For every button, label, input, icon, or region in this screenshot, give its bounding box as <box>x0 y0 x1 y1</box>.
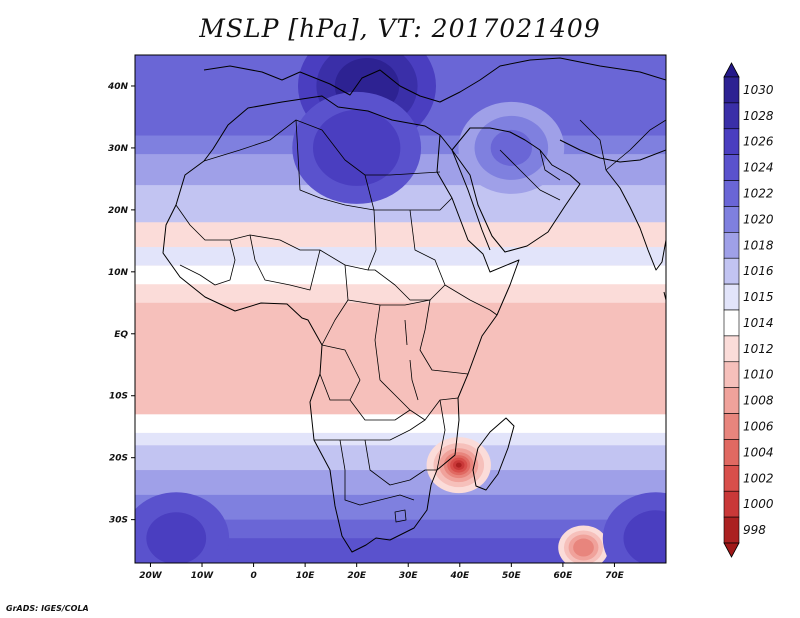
isobar-shading-1026 <box>146 512 207 563</box>
colorbar-swatch-1030 <box>723 76 740 104</box>
colorbar-swatch-1024 <box>723 154 740 181</box>
colorbar-swatch-1004 <box>723 439 740 466</box>
lon-tick-label: 60E <box>554 571 574 581</box>
pressure-center <box>602 492 666 563</box>
lon-tick-label: 30E <box>399 571 419 581</box>
colorbar-swatch-1015 <box>723 283 740 311</box>
arabia-coastline <box>451 127 581 253</box>
lat-tick-label: 20S <box>109 454 128 464</box>
isobar-shading-1026 <box>312 109 401 186</box>
colorbar-label: 1018 <box>743 238 774 252</box>
lon-tick-label: 20E <box>347 571 367 581</box>
colorbar-label: 1012 <box>743 342 774 356</box>
colorbar-label: 1014 <box>743 316 774 330</box>
lat-tick-label: 30S <box>109 516 128 526</box>
europe-coastline <box>203 57 666 103</box>
colorbar-label: 1030 <box>743 83 774 97</box>
colorbar-swatch-1022 <box>723 180 740 207</box>
colorbar-label: 1026 <box>743 135 774 149</box>
colorbar-swatch-1012 <box>723 335 740 363</box>
colorbar-swatch-1002 <box>723 465 740 492</box>
red-sea-coastline <box>439 134 491 251</box>
pressure-center <box>458 101 565 194</box>
lon-tick-label: 50E <box>502 571 522 581</box>
lon-tick-label: 10W <box>191 571 215 581</box>
isobar-shading-998 <box>455 462 462 468</box>
colorbar-label: 1028 <box>743 109 774 123</box>
lat-tick-label: 10N <box>108 268 129 278</box>
colorbar-label: 1004 <box>743 445 774 459</box>
colorbar-label: 1022 <box>743 187 774 201</box>
colorbar-swatch-1014 <box>723 309 740 337</box>
pressure-center <box>558 525 609 563</box>
lat-tick-label: 10S <box>109 392 128 402</box>
lat-tick-label: 20N <box>108 206 129 216</box>
madagascar-coastline <box>472 417 515 491</box>
colorbar-swatch-1020 <box>723 206 740 233</box>
colorbar-label: 998 <box>743 523 766 537</box>
pressure-band-1014 <box>135 265 666 285</box>
colorbar-label: 1010 <box>743 368 774 382</box>
pressure-band-1015 <box>135 247 666 266</box>
colorbar-top-arrow <box>723 62 740 78</box>
pressure-center <box>292 91 422 204</box>
map-frame <box>134 54 667 564</box>
colorbar-label: 1008 <box>743 394 774 408</box>
pressure-field <box>135 55 666 563</box>
lon-tick-label: 20W <box>139 571 163 581</box>
lat-tick-label: 30N <box>108 144 129 154</box>
colorbar-swatch-1008 <box>723 387 740 414</box>
colorbar-swatch-1018 <box>723 232 740 259</box>
lon-tick-label: 0 <box>250 571 256 581</box>
colorbar-label: 1020 <box>743 212 774 226</box>
colorbar-label: 1002 <box>743 471 774 485</box>
grads-credit: GrADS: IGES/COLA <box>6 604 89 613</box>
colorbar-swatch-1026 <box>723 128 740 155</box>
isobar-shading-1022 <box>490 129 533 166</box>
lon-tick-label: 40E <box>449 571 470 581</box>
africa-coastline <box>162 95 520 553</box>
pressure-center <box>135 492 230 563</box>
lon-tick-label: 70E <box>605 571 625 581</box>
colorbar: 1030 1028 1026 1024 1022 1020 1018 1016 1015 1014… <box>723 62 774 558</box>
colorbar-swatch-1010 <box>723 361 740 388</box>
lat-tick-label: EQ <box>114 330 128 340</box>
isobar-shading-1026 <box>623 510 666 563</box>
lon-tick-label: 10E <box>296 571 316 581</box>
colorbar-swatch-1028 <box>723 102 740 130</box>
lat-tick-label: 40N <box>107 82 129 92</box>
colorbar-label: 1016 <box>743 264 774 278</box>
colorbar-label: 1015 <box>743 290 774 304</box>
colorbar-bottom-arrow <box>723 542 740 558</box>
country-borders <box>175 119 666 523</box>
colorbar-label: 1024 <box>743 161 774 175</box>
iran-coastline <box>559 139 666 163</box>
chart-title: MSLP [hPa], VT: 2017021409 <box>199 14 601 43</box>
isobar-shading-1006 <box>573 538 594 557</box>
latitude-axis: 40N 30N 20N 10N EQ 10S 20S 30S <box>107 82 135 526</box>
colorbar-swatch-1016 <box>723 257 740 285</box>
pressure-center <box>426 437 491 494</box>
colorbar-label: 1006 <box>743 420 774 434</box>
longitude-axis: 20W 10W 0 10E 20E 30E 40E 50E 60E 70E <box>139 563 625 581</box>
colorbar-swatch-998 <box>723 516 740 544</box>
india-coastline <box>605 169 666 271</box>
coastlines-and-borders <box>162 57 666 553</box>
colorbar-swatch-1000 <box>723 490 740 518</box>
colorbar-swatch-1006 <box>723 413 740 440</box>
colorbar-label: 1000 <box>743 497 774 511</box>
